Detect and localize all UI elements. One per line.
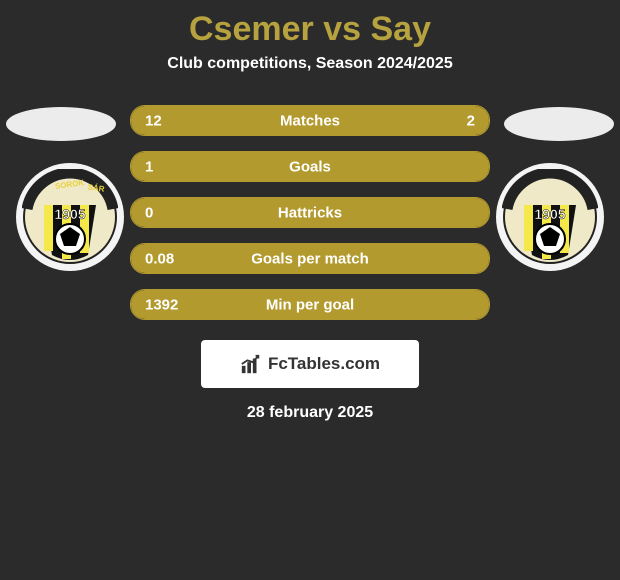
stat-value-left: 12 [145, 112, 162, 129]
svg-text:1905: 1905 [534, 206, 565, 222]
vs-text: vs [323, 10, 361, 48]
chart-icon [240, 353, 262, 375]
club-crest-icon: SOROK SÁR 1905 [22, 169, 118, 265]
brand-text: FcTables.com [268, 354, 380, 374]
stat-fill-right [425, 106, 489, 135]
player2-club-badge: 1905 [496, 163, 604, 271]
competition-subtitle: Club competitions, Season 2024/2025 [0, 55, 620, 73]
stat-value-left: 1392 [145, 296, 178, 313]
stat-bar: 0 Hattricks [130, 197, 490, 228]
snapshot-date: 28 february 2025 [0, 404, 620, 422]
comparison-panel: SOROK SÁR 1905 1905 12 2 Matches 1 Goals 0 Hat… [0, 105, 620, 422]
stat-bar: 0.08 Goals per match [130, 243, 490, 274]
svg-text:1905: 1905 [54, 206, 85, 222]
brand-box[interactable]: FcTables.com [201, 340, 419, 388]
player1-name: Csemer [189, 10, 314, 48]
stat-value-left: 0 [145, 204, 153, 221]
stat-bar: 1 Goals [130, 151, 490, 182]
player1-club-badge: SOROK SÁR 1905 [16, 163, 124, 271]
stat-label: Min per goal [266, 296, 354, 313]
stat-bars: 12 2 Matches 1 Goals 0 Hattricks 0.08 Goals per … [130, 105, 490, 320]
stat-value-right: 2 [467, 112, 475, 129]
stat-fill-left [131, 106, 425, 135]
stat-label: Goals per match [251, 250, 369, 267]
stat-bar: 1392 Min per goal [130, 289, 490, 320]
stat-label: Matches [280, 112, 340, 129]
stat-label: Goals [289, 158, 331, 175]
player2-photo-placeholder [504, 107, 614, 141]
stat-value-left: 0.08 [145, 250, 174, 267]
stat-label: Hattricks [278, 204, 342, 221]
player1-photo-placeholder [6, 107, 116, 141]
page-title: Csemer vs Say [0, 0, 620, 49]
player2-name: Say [370, 10, 431, 48]
club-crest-icon: 1905 [502, 169, 598, 265]
stat-bar: 12 2 Matches [130, 105, 490, 136]
stat-value-left: 1 [145, 158, 153, 175]
